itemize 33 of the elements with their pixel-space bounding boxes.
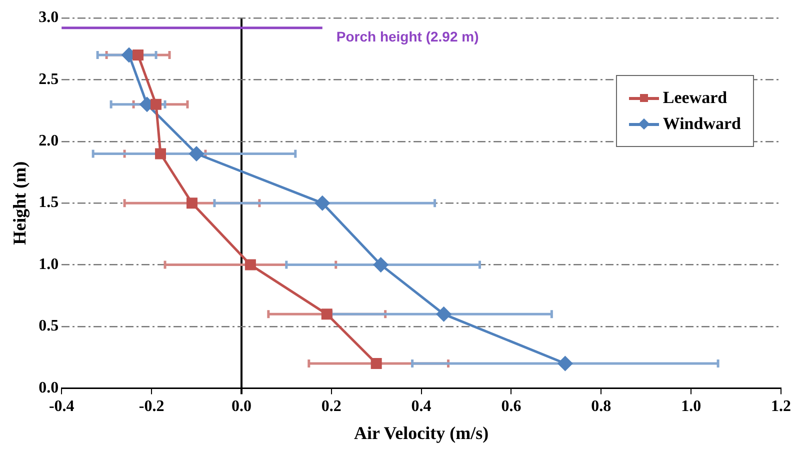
point	[132, 50, 144, 61]
point	[189, 146, 204, 161]
y-axis-title: Height (m)	[9, 161, 30, 245]
x-tick-label: 1.0	[681, 398, 702, 415]
point	[244, 259, 256, 270]
y-tick-label: 2.5	[38, 70, 59, 88]
point	[321, 308, 332, 320]
y-tick-label: 1.5	[38, 194, 59, 212]
y-tick-label: 0.5	[38, 318, 59, 335]
x-tick-label: 0.0	[231, 398, 252, 415]
x-tick-label: 0.4	[411, 398, 432, 415]
legend-label: Windward	[662, 114, 741, 134]
y-tick-label: 2.0	[38, 132, 59, 150]
point	[150, 98, 162, 110]
legend-label: Leeward	[662, 88, 728, 108]
point	[436, 306, 452, 322]
x-tick-label: 0.2	[321, 398, 342, 415]
point	[374, 258, 388, 272]
y-tick-label: 3.0	[38, 9, 59, 26]
x-tick-label: -0.4	[48, 398, 74, 415]
x-tick-label: 1.2	[771, 398, 791, 415]
y-tick-label: 0.0	[38, 379, 59, 396]
ref-line-label: Porch height (2.92 m)	[336, 28, 479, 45]
point	[370, 358, 382, 370]
x-tick-label: 0.8	[591, 398, 612, 415]
y-tick-label: 1.0	[38, 256, 59, 273]
x-axis-title: Air Velocity (m/s)	[354, 422, 489, 443]
x-tick-label: 0.6	[501, 398, 522, 415]
point	[155, 148, 166, 160]
point	[558, 356, 572, 371]
x-tick-label: -0.2	[138, 398, 164, 415]
point	[186, 198, 198, 209]
point	[315, 196, 330, 210]
